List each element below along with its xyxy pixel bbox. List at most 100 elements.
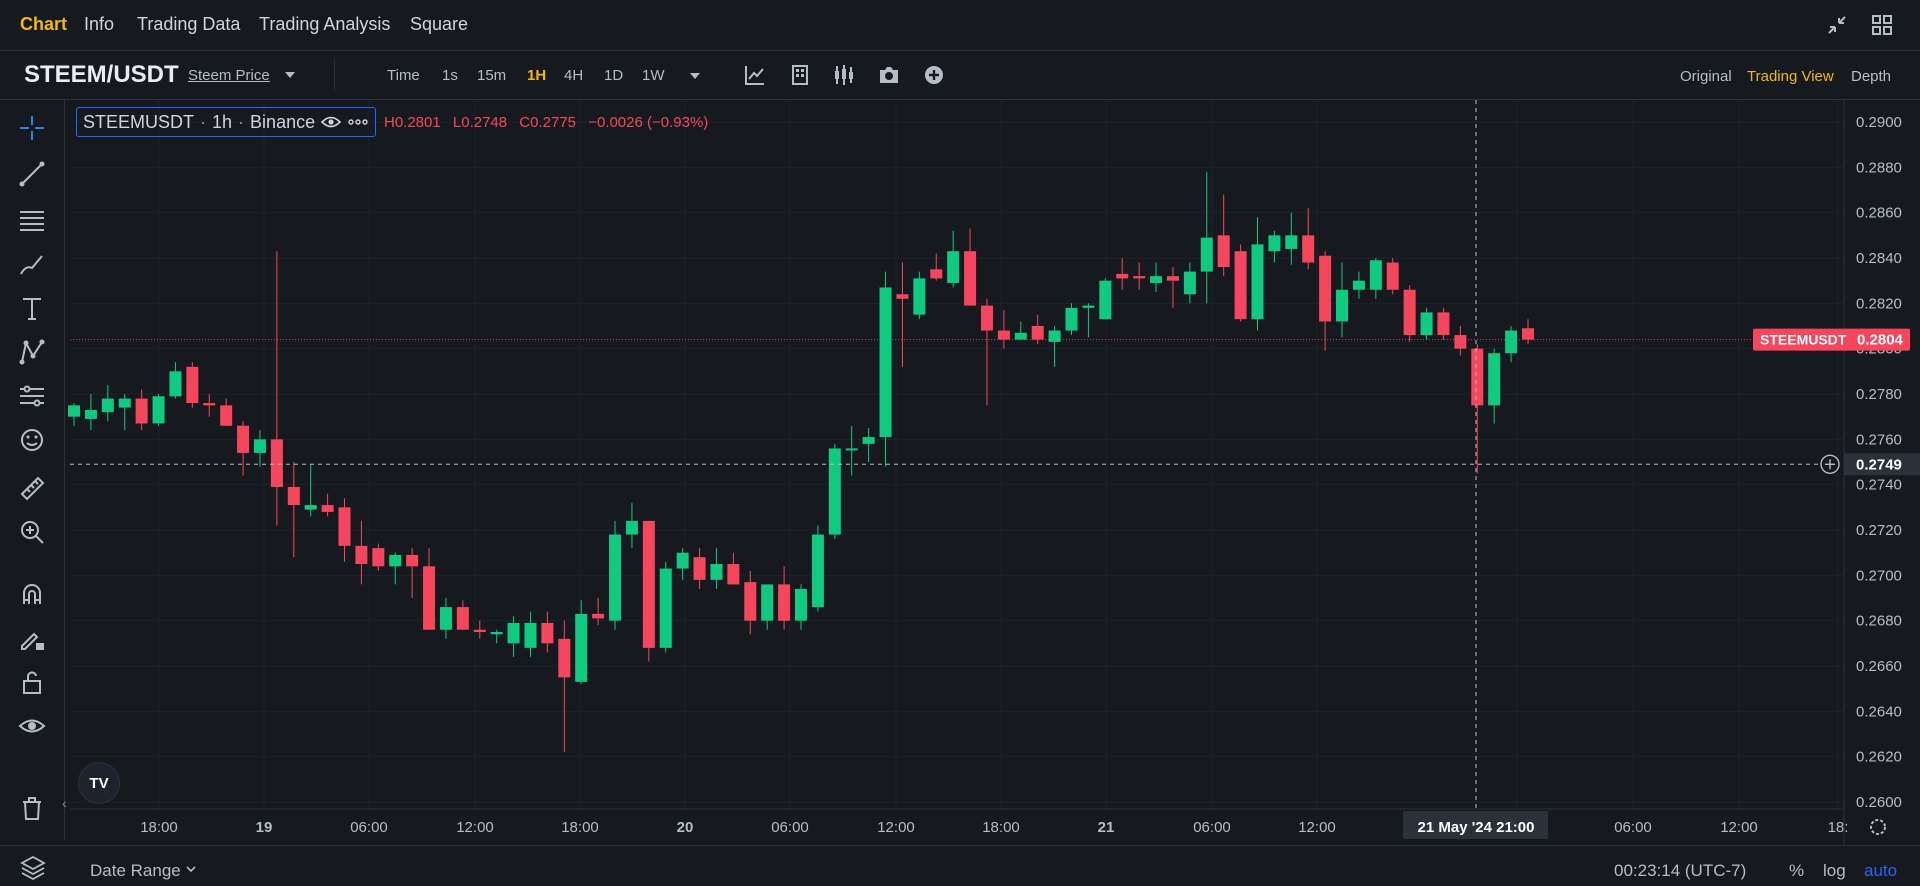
timeframe-1d[interactable]: 1D [604, 67, 624, 84]
candle[interactable] [524, 611, 537, 657]
symbol-subtitle[interactable]: Steem Price [188, 67, 270, 84]
candle[interactable] [1031, 314, 1044, 345]
candle[interactable] [1251, 217, 1264, 331]
candle[interactable] [1471, 344, 1484, 474]
candle[interactable] [1200, 171, 1213, 304]
candle[interactable] [1403, 285, 1416, 342]
templates-icon[interactable] [788, 63, 812, 87]
candle[interactable] [811, 525, 824, 612]
candle[interactable] [220, 398, 233, 426]
candle[interactable] [1488, 348, 1501, 424]
candle[interactable] [997, 310, 1010, 349]
timeframe-time[interactable]: Time [387, 67, 420, 84]
candle[interactable] [778, 566, 791, 630]
candle[interactable] [203, 394, 216, 417]
nav-trading-data[interactable]: Trading Data [137, 14, 241, 34]
eye-icon[interactable] [18, 712, 46, 740]
date-range-button[interactable]: Date Range [90, 861, 181, 880]
candle[interactable] [930, 253, 943, 281]
view-depth[interactable]: Depth [1851, 68, 1892, 85]
candle[interactable] [1454, 326, 1467, 356]
candle[interactable] [507, 616, 520, 657]
candle[interactable] [372, 543, 385, 571]
lock-drawing-icon[interactable] [18, 624, 46, 652]
candle[interactable] [659, 561, 672, 653]
candle[interactable] [135, 389, 148, 431]
view-trading-view[interactable]: Trading View [1747, 68, 1834, 85]
candle[interactable] [1386, 258, 1399, 295]
candle[interactable] [558, 620, 571, 753]
candle[interactable] [1133, 262, 1146, 290]
candle[interactable] [575, 600, 588, 685]
candle[interactable] [541, 611, 554, 653]
candle[interactable] [1234, 244, 1247, 322]
candle[interactable] [68, 403, 80, 426]
candle[interactable] [1183, 262, 1196, 304]
candle[interactable] [896, 262, 909, 367]
candle[interactable] [710, 548, 723, 589]
timeframe-more-icon[interactable] [690, 73, 700, 79]
candle[interactable] [84, 394, 97, 431]
candle[interactable] [727, 552, 740, 585]
candle[interactable] [1352, 271, 1365, 299]
candle[interactable] [321, 493, 334, 517]
timezone-clock[interactable]: 00:23:14 (UTC-7) [1614, 861, 1747, 880]
candle[interactable] [490, 629, 503, 644]
nav-trading-analysis[interactable]: Trading Analysis [259, 14, 391, 34]
candle[interactable] [795, 584, 807, 630]
timeframe-15m[interactable]: 15m [477, 67, 507, 84]
chevron-down-icon[interactable] [186, 865, 196, 873]
candle[interactable] [964, 228, 977, 306]
timeframe-1s[interactable]: 1s [442, 67, 458, 84]
brush-icon[interactable] [18, 250, 46, 278]
candle[interactable] [169, 362, 182, 399]
chart-legend[interactable]: STEEMUSDT · 1h · Binance [76, 107, 377, 137]
candle[interactable] [473, 620, 486, 639]
text-tool-icon[interactable] [18, 294, 46, 322]
candle[interactable] [1166, 267, 1179, 308]
timeframe-4h[interactable]: 4H [564, 67, 584, 84]
settings-gear-icon[interactable] [1870, 819, 1886, 835]
candle[interactable] [1217, 194, 1230, 277]
candle[interactable] [1319, 251, 1332, 351]
layout-grid-icon[interactable] [1870, 13, 1894, 37]
forecast-tool-icon[interactable] [18, 382, 46, 410]
pattern-tool-icon[interactable] [18, 338, 46, 366]
candle[interactable] [980, 298, 993, 406]
tradingview-logo[interactable]: TV [78, 762, 120, 804]
candle[interactable] [1285, 212, 1298, 265]
candle[interactable] [389, 552, 402, 585]
view-original[interactable]: Original [1680, 68, 1732, 85]
more-options-icon[interactable] [347, 118, 369, 126]
candle[interactable] [845, 425, 858, 476]
log-toggle[interactable]: log [1823, 861, 1846, 880]
collapse-icon[interactable] [1825, 13, 1849, 37]
candle[interactable] [118, 394, 131, 431]
magnet-icon[interactable] [18, 580, 46, 608]
timeframe-1h[interactable]: 1H [527, 67, 547, 84]
visibility-eye-icon[interactable] [321, 115, 342, 129]
symbol-dropdown-icon[interactable] [285, 72, 295, 78]
candle[interactable] [253, 430, 266, 467]
candle[interactable] [1116, 258, 1129, 290]
candle[interactable] [862, 428, 875, 462]
candle[interactable] [1336, 262, 1349, 338]
emoji-icon[interactable] [18, 426, 46, 454]
camera-icon[interactable] [877, 63, 901, 87]
candle[interactable] [693, 548, 706, 589]
candle[interactable] [355, 520, 368, 585]
nav-square[interactable]: Square [410, 14, 469, 34]
candle[interactable] [1082, 303, 1095, 338]
candle[interactable] [1302, 208, 1315, 270]
candle[interactable] [423, 548, 436, 630]
candle[interactable] [625, 502, 638, 549]
candle[interactable] [828, 443, 841, 540]
auto-toggle[interactable]: auto [1864, 861, 1898, 880]
candle[interactable] [1522, 319, 1534, 345]
candle[interactable] [761, 584, 774, 630]
candle[interactable] [609, 520, 622, 630]
candle[interactable] [1369, 258, 1382, 299]
candle[interactable] [642, 520, 655, 662]
fib-lines-icon[interactable] [18, 206, 46, 234]
candle[interactable] [152, 394, 165, 426]
